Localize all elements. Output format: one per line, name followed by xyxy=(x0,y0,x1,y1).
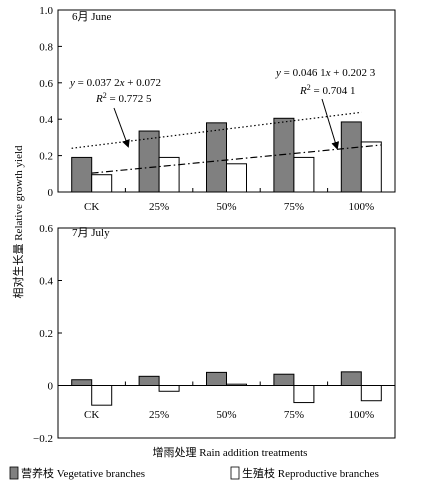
y-tick-label: 0.4 xyxy=(39,114,53,126)
bar-reproductive xyxy=(360,141,382,193)
june-panel-title: 6月 June xyxy=(72,11,112,23)
eq-var: x xyxy=(119,77,125,89)
bar-vegetative xyxy=(340,121,362,193)
bar-vegetative xyxy=(273,373,295,386)
bar-vegetative xyxy=(206,122,227,193)
y-tick-label: 0.4 xyxy=(39,276,53,288)
eq-coef: = 0.046 1 xyxy=(281,67,326,79)
category-label: 25% xyxy=(149,409,169,421)
bar-reproductive xyxy=(360,385,382,402)
category-label: 50% xyxy=(216,409,236,421)
legend-swatch-reproductive xyxy=(230,466,240,480)
y-tick-label: 0.8 xyxy=(39,41,53,53)
trend-equation-text: y = 0.046 1x + 0.202 3 xyxy=(275,67,376,79)
trend-equation-text: R2 = 0.772 5 xyxy=(95,91,152,105)
y-tick-label: 0 xyxy=(48,381,54,393)
panel-june: 0 0.2 0.4 0.6 0.8 1.0 CK 25% 50% 75% 100% y = 0.037… xyxy=(39,5,396,213)
bar-vegetative xyxy=(206,371,227,386)
category-label: CK xyxy=(84,409,99,421)
category-label: 75% xyxy=(284,409,304,421)
eq-var: R xyxy=(95,93,103,105)
plot-frame xyxy=(57,227,396,439)
category-label: 75% xyxy=(284,201,304,213)
y-axis-title: 相对生长量 Relative growth yield xyxy=(11,145,25,299)
june-plot: 0 0.2 0.4 0.6 0.8 1.0 CK 25% 50% 75% 100% y = 0.037… xyxy=(39,5,396,213)
legend: 营养枝 Vegetative branches 生殖枝 Reproductive… xyxy=(9,466,379,480)
y-tick-label: 0.2 xyxy=(39,328,53,340)
bar-reproductive xyxy=(293,385,315,404)
y-tick-label: −0.2 xyxy=(33,433,53,445)
y-tick-label: 0.6 xyxy=(39,223,53,235)
category-label: 50% xyxy=(216,201,236,213)
bar-vegetative xyxy=(71,156,93,193)
x-axis-title: 增雨处理 Rain addition treatments xyxy=(153,445,308,459)
bar-reproductive xyxy=(91,385,113,406)
arrow-reproductive-eq xyxy=(321,98,340,150)
bar-vegetative xyxy=(138,375,160,386)
bar-reproductive xyxy=(293,156,315,193)
bar-vegetative xyxy=(340,371,362,387)
y-tick-label: 0.2 xyxy=(39,151,53,163)
july-plot: −0.2 0 0.2 0.4 0.6 CK 25% 50% 75% 100% xyxy=(33,223,396,445)
bar-reproductive xyxy=(158,156,180,193)
y-tick-label: 1.0 xyxy=(39,5,53,17)
eq-const: = 0.704 1 xyxy=(311,85,356,97)
eq-const: = 0.772 5 xyxy=(107,93,152,105)
category-label: CK xyxy=(84,201,99,213)
eq-coef: = 0.037 2 xyxy=(75,77,120,89)
eq-const: + 0.202 3 xyxy=(331,67,376,79)
eq-var: x xyxy=(325,67,331,79)
legend-swatch-vegetative xyxy=(9,466,19,480)
panel-july: −0.2 0 0.2 0.4 0.6 CK 25% 50% 75% 100% 7月 July xyxy=(33,223,396,445)
y-tick-label: 0.6 xyxy=(39,78,53,90)
bar-vegetative xyxy=(273,117,295,193)
y-tick-label: 0 xyxy=(48,187,54,199)
trend-equation-text: R2 = 0.704 1 xyxy=(299,83,355,97)
eq-var: y xyxy=(275,67,281,79)
arrow-vegetative-eq xyxy=(113,107,130,148)
bar-vegetative xyxy=(138,130,160,193)
eq-sup: 2 xyxy=(103,91,107,100)
trend-equation-text: y = 0.037 2x + 0.072 xyxy=(69,77,161,89)
trendline-vegetative xyxy=(71,111,362,149)
bar-reproductive xyxy=(158,385,180,392)
bar-reproductive xyxy=(226,163,247,193)
bar-reproductive xyxy=(226,383,247,386)
eq-var: y xyxy=(69,77,75,89)
legend-label-vegetative: 营养枝 Vegetative branches xyxy=(21,466,145,480)
bar-vegetative xyxy=(71,379,93,387)
eq-sup: 2 xyxy=(307,83,311,92)
bar-reproductive xyxy=(91,174,113,193)
legend-label-reproductive: 生殖枝 Reproductive branches xyxy=(242,466,379,480)
category-label: 100% xyxy=(348,409,374,421)
eq-const: + 0.072 xyxy=(125,77,161,89)
category-label: 25% xyxy=(149,201,169,213)
eq-var: R xyxy=(299,85,307,97)
july-panel-title: 7月 July xyxy=(72,227,110,239)
category-label: 100% xyxy=(348,201,374,213)
